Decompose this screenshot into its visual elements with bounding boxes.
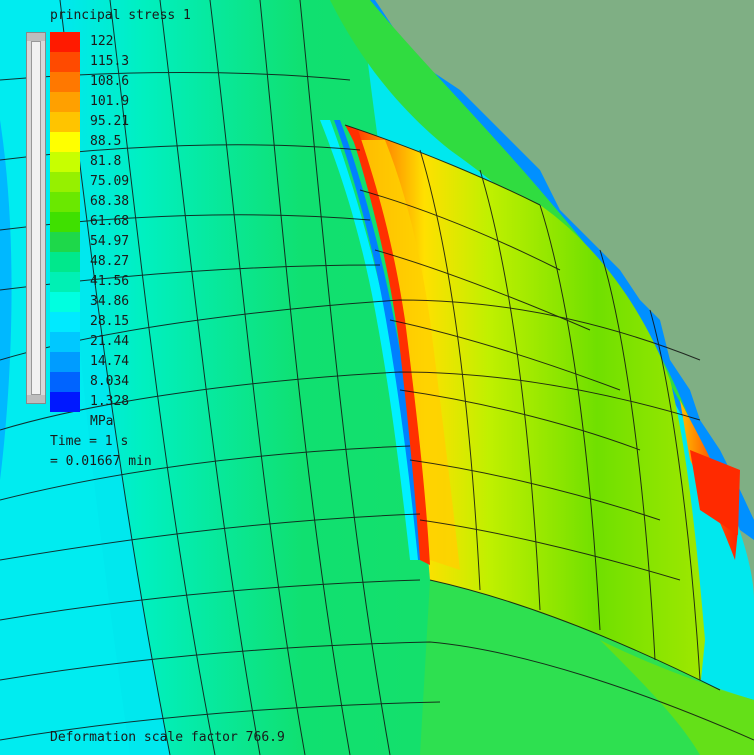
legend-entry: 14.74 (50, 352, 190, 372)
time-minutes-label: = 0.01667 min (50, 454, 152, 469)
legend-value: 8.034 (90, 374, 130, 389)
legend-swatch (50, 192, 80, 212)
legend-value: 68.38 (90, 194, 130, 209)
legend-swatch (50, 132, 80, 152)
legend-value: 81.8 (90, 154, 122, 169)
legend-swatch (50, 212, 80, 232)
legend-swatch (50, 372, 80, 392)
deformation-scale-label: Deformation scale factor 766.9 (50, 730, 285, 745)
scrollbar-thumb[interactable] (31, 41, 41, 395)
legend-swatch (50, 52, 80, 72)
legend-entry: 54.97 (50, 232, 190, 252)
legend-entry: 61.68 (50, 212, 190, 232)
legend-value: 41.56 (90, 274, 130, 289)
legend-value: 54.97 (90, 234, 130, 249)
legend-swatch (50, 232, 80, 252)
legend-entry: 68.38 (50, 192, 190, 212)
legend-entry: 8.034 (50, 372, 190, 392)
legend-swatch (50, 332, 80, 352)
legend-entry: 115.3 (50, 52, 190, 72)
legend-swatch (50, 172, 80, 192)
legend-value: 14.74 (90, 354, 130, 369)
legend-swatch (50, 252, 80, 272)
legend-value: 95.21 (90, 114, 130, 129)
legend-entry: 1.328 (50, 392, 190, 412)
legend-swatch (50, 352, 80, 372)
legend-entry: 75.09 (50, 172, 190, 192)
legend-scrollbar[interactable] (26, 32, 46, 404)
legend-swatch (50, 312, 80, 332)
legend-value: 108.6 (90, 74, 130, 89)
legend-entry: 41.56 (50, 272, 190, 292)
legend-swatch (50, 112, 80, 132)
legend-entry: 88.5 (50, 132, 190, 152)
scrollbar-cap-bottom (27, 395, 45, 403)
legend-title: principal stress 1 (50, 8, 191, 23)
legend-value: 122 (90, 34, 114, 49)
legend-value: 48.27 (90, 254, 130, 269)
legend-entry: 81.8 (50, 152, 190, 172)
legend-value: 75.09 (90, 174, 130, 189)
legend-entry: 101.9 (50, 92, 190, 112)
legend-swatch (50, 92, 80, 112)
legend-value: 21.44 (90, 334, 130, 349)
legend-value: 115.3 (90, 54, 130, 69)
legend-value: 61.68 (90, 214, 130, 229)
scrollbar-cap-top (27, 33, 45, 41)
legend-swatch (50, 152, 80, 172)
legend-entry: 48.27 (50, 252, 190, 272)
legend-entry: 122 (50, 32, 190, 52)
legend-value: 101.9 (90, 94, 130, 109)
legend-entry: 108.6 (50, 72, 190, 92)
legend-value: 28.15 (90, 314, 130, 329)
legend-value: 88.5 (90, 134, 122, 149)
time-label: Time = 1 s (50, 434, 129, 449)
legend-swatch (50, 272, 80, 292)
legend-entry: 34.86 (50, 292, 190, 312)
legend-swatch (50, 72, 80, 92)
legend-swatch (50, 392, 80, 412)
legend-entry: 95.21 (50, 112, 190, 132)
legend-value: 1.328 (90, 394, 130, 409)
legend-value: 34.86 (90, 294, 130, 309)
legend-entry: 21.44 (50, 332, 190, 352)
legend-swatch (50, 32, 80, 52)
legend-swatch (50, 292, 80, 312)
legend-entry: 28.15 (50, 312, 190, 332)
legend-unit: MPa (90, 414, 114, 429)
